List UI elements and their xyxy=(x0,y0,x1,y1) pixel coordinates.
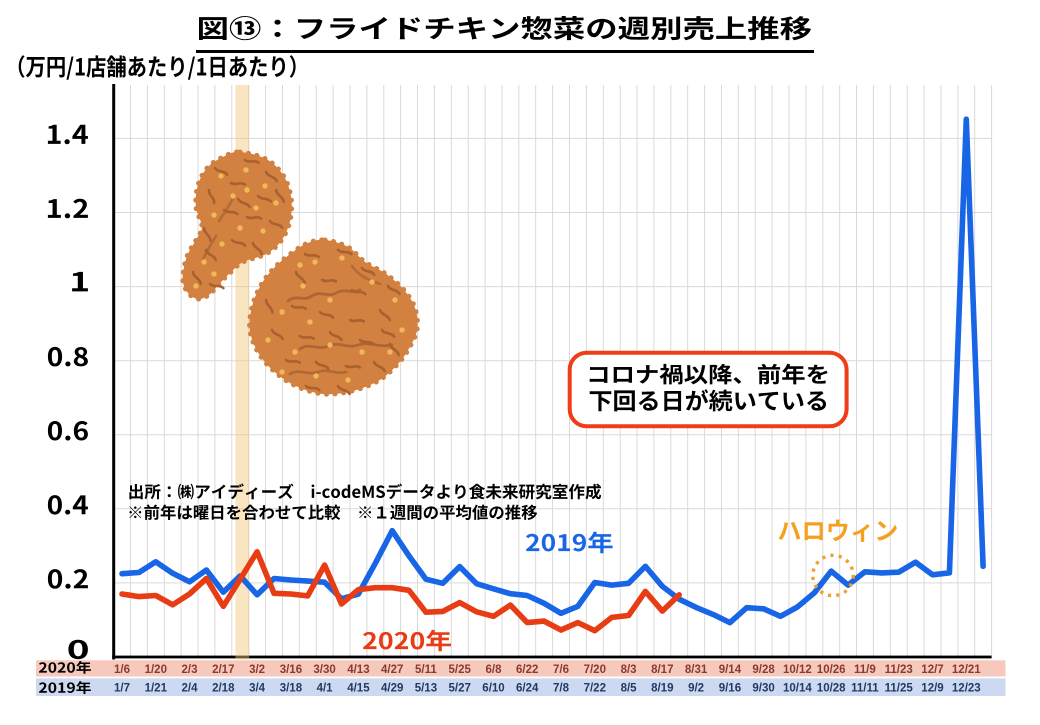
svg-text:9/28: 9/28 xyxy=(752,664,775,676)
svg-text:2/4: 2/4 xyxy=(182,682,199,694)
svg-text:8/31: 8/31 xyxy=(685,664,708,676)
svg-text:7/22: 7/22 xyxy=(584,682,606,694)
svg-text:2/18: 2/18 xyxy=(212,682,235,694)
svg-text:8/5: 8/5 xyxy=(621,682,638,694)
svg-text:12/9: 12/9 xyxy=(921,682,943,694)
svg-text:1/7: 1/7 xyxy=(114,682,130,694)
svg-text:11/11: 11/11 xyxy=(851,682,879,694)
svg-text:12/23: 12/23 xyxy=(952,682,981,694)
svg-text:2/17: 2/17 xyxy=(212,664,234,676)
svg-text:6/24: 6/24 xyxy=(516,682,539,694)
svg-text:3/4: 3/4 xyxy=(249,682,266,694)
svg-text:11/25: 11/25 xyxy=(885,682,914,694)
svg-text:5/13: 5/13 xyxy=(415,682,437,694)
svg-text:4/15: 4/15 xyxy=(347,682,370,694)
svg-text:9/14: 9/14 xyxy=(719,664,742,676)
svg-text:5/25: 5/25 xyxy=(449,664,472,676)
svg-text:8/3: 8/3 xyxy=(621,664,637,676)
svg-text:8/17: 8/17 xyxy=(651,664,673,676)
svg-text:2/3: 2/3 xyxy=(182,664,198,676)
svg-text:6/8: 6/8 xyxy=(486,664,503,676)
svg-text:4/27: 4/27 xyxy=(381,664,403,676)
svg-text:12/7: 12/7 xyxy=(921,664,943,676)
svg-text:11/23: 11/23 xyxy=(885,664,913,676)
svg-text:1/21: 1/21 xyxy=(145,682,168,694)
svg-text:5/27: 5/27 xyxy=(449,682,471,694)
svg-text:7/6: 7/6 xyxy=(553,664,569,676)
svg-text:4/29: 4/29 xyxy=(381,682,403,694)
svg-text:10/28: 10/28 xyxy=(817,682,846,694)
svg-text:9/30: 9/30 xyxy=(752,682,774,694)
svg-text:3/2: 3/2 xyxy=(249,664,265,676)
svg-text:7/20: 7/20 xyxy=(584,664,606,676)
svg-text:3/30: 3/30 xyxy=(313,664,335,676)
svg-text:6/22: 6/22 xyxy=(516,664,538,676)
svg-text:12/21: 12/21 xyxy=(952,664,981,676)
svg-text:11/9: 11/9 xyxy=(854,664,876,676)
svg-text:3/16: 3/16 xyxy=(280,664,302,676)
svg-text:8/19: 8/19 xyxy=(651,682,673,694)
svg-text:10/14: 10/14 xyxy=(783,682,812,694)
svg-text:3/18: 3/18 xyxy=(280,682,303,694)
svg-text:4/13: 4/13 xyxy=(347,664,369,676)
svg-text:1/6: 1/6 xyxy=(114,664,130,676)
svg-text:10/26: 10/26 xyxy=(817,664,846,676)
svg-text:1/20: 1/20 xyxy=(145,664,167,676)
svg-text:5/11: 5/11 xyxy=(415,664,437,676)
svg-text:10/12: 10/12 xyxy=(783,664,812,676)
svg-text:6/10: 6/10 xyxy=(482,682,504,694)
svg-text:4/1: 4/1 xyxy=(317,682,334,694)
svg-text:9/16: 9/16 xyxy=(719,682,741,694)
svg-text:9/2: 9/2 xyxy=(688,682,704,694)
svg-text:7/8: 7/8 xyxy=(553,682,570,694)
